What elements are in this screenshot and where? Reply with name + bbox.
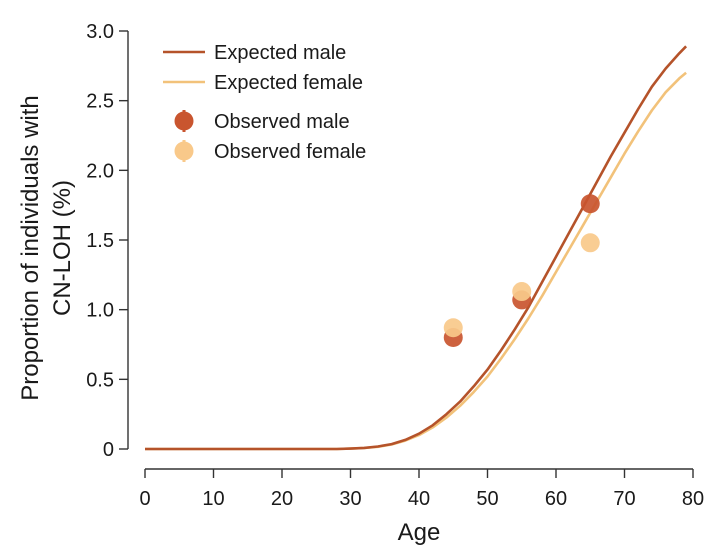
y-tick-label: 0: [103, 439, 114, 461]
series-line-expected-male: [145, 45, 688, 451]
y-tick-label: 0.5: [86, 369, 114, 391]
x-tick-label: 80: [682, 488, 704, 510]
x-tick-label: 40: [408, 488, 430, 510]
x-tick-label: 0: [139, 488, 150, 510]
y-axis-title-line-2: CN-LOH (%): [49, 180, 76, 316]
x-tick-label: 60: [545, 488, 567, 510]
legend-swatch-observed-male: [174, 111, 194, 131]
expected-curves: [145, 45, 688, 451]
legend-label-observed-male: Observed male: [214, 111, 350, 133]
y-tick-label: 1.5: [86, 230, 114, 252]
point-observed-female: [580, 233, 600, 253]
legend-label-expected-female: Expected female: [214, 72, 363, 94]
y-tick-label: 1.0: [86, 300, 114, 322]
x-tick-label: 10: [202, 488, 224, 510]
x-tick-label: 20: [271, 488, 293, 510]
axes: 0 0.5 1.0 1.5 2.0 2.5 3.0 0 10 20 30 40 50 60 70 80: [86, 21, 704, 510]
point-observed-female: [443, 318, 463, 338]
x-tick-label: 50: [476, 488, 498, 510]
x-tick-label: 30: [339, 488, 361, 510]
legend-label-observed-female: Observed female: [214, 141, 366, 163]
observed-points: [443, 194, 600, 348]
y-axis-title-line-1: Proportion of individuals with: [17, 95, 44, 401]
y-axis-title: Proportion of individuals with CN-LOH (%…: [17, 95, 76, 401]
y-tick-label: 3.0: [86, 21, 114, 43]
x-axis-title: Age: [398, 519, 441, 546]
legend: Expected male Expected female Observed mal…: [163, 42, 366, 163]
point-observed-female: [512, 282, 532, 302]
legend-label-expected-male: Expected male: [214, 42, 346, 64]
legend-swatch-observed-female: [174, 141, 194, 161]
y-tick-label: 2.5: [86, 91, 114, 113]
y-tick-label: 2.0: [86, 160, 114, 182]
x-tick-label: 70: [613, 488, 635, 510]
point-observed-male: [580, 194, 600, 214]
